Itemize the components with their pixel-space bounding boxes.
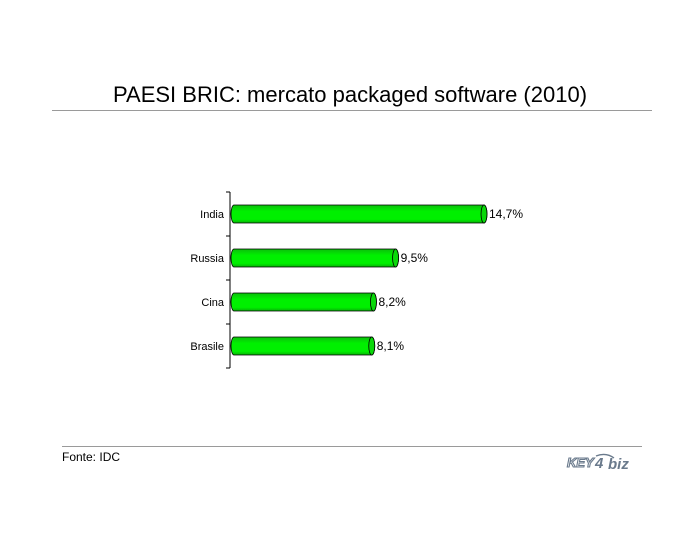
bar-russia [230, 248, 399, 268]
category-label: Russia [190, 253, 225, 265]
svg-text:KEY: KEY [567, 455, 595, 470]
bar-cap-cina [370, 292, 377, 312]
bar-cap-brasile [368, 336, 376, 356]
data-label: 8,2% [378, 295, 406, 309]
category-label: Brasile [190, 341, 224, 353]
chart-title: PAESI BRIC: mercato packaged software (2… [112, 82, 588, 107]
category-label: Cina [201, 297, 225, 309]
data-label: 8,1% [377, 339, 405, 353]
svg-text:4: 4 [594, 455, 604, 472]
bar-cap-russia [392, 248, 399, 268]
key4biz-logo: KEY 4 biz [566, 452, 640, 479]
title-divider [52, 110, 652, 111]
bar-brasile [230, 336, 376, 356]
svg-text:biz: biz [608, 456, 629, 473]
data-label: 14,7% [489, 207, 523, 221]
bar-india [230, 204, 488, 224]
data-label: 9,5% [401, 251, 429, 265]
category-label: India [200, 209, 225, 221]
bar-cina [230, 292, 377, 312]
footer-divider [62, 446, 642, 447]
bar-cap-india [480, 204, 488, 224]
source-note: Fonte: IDC [62, 450, 121, 464]
